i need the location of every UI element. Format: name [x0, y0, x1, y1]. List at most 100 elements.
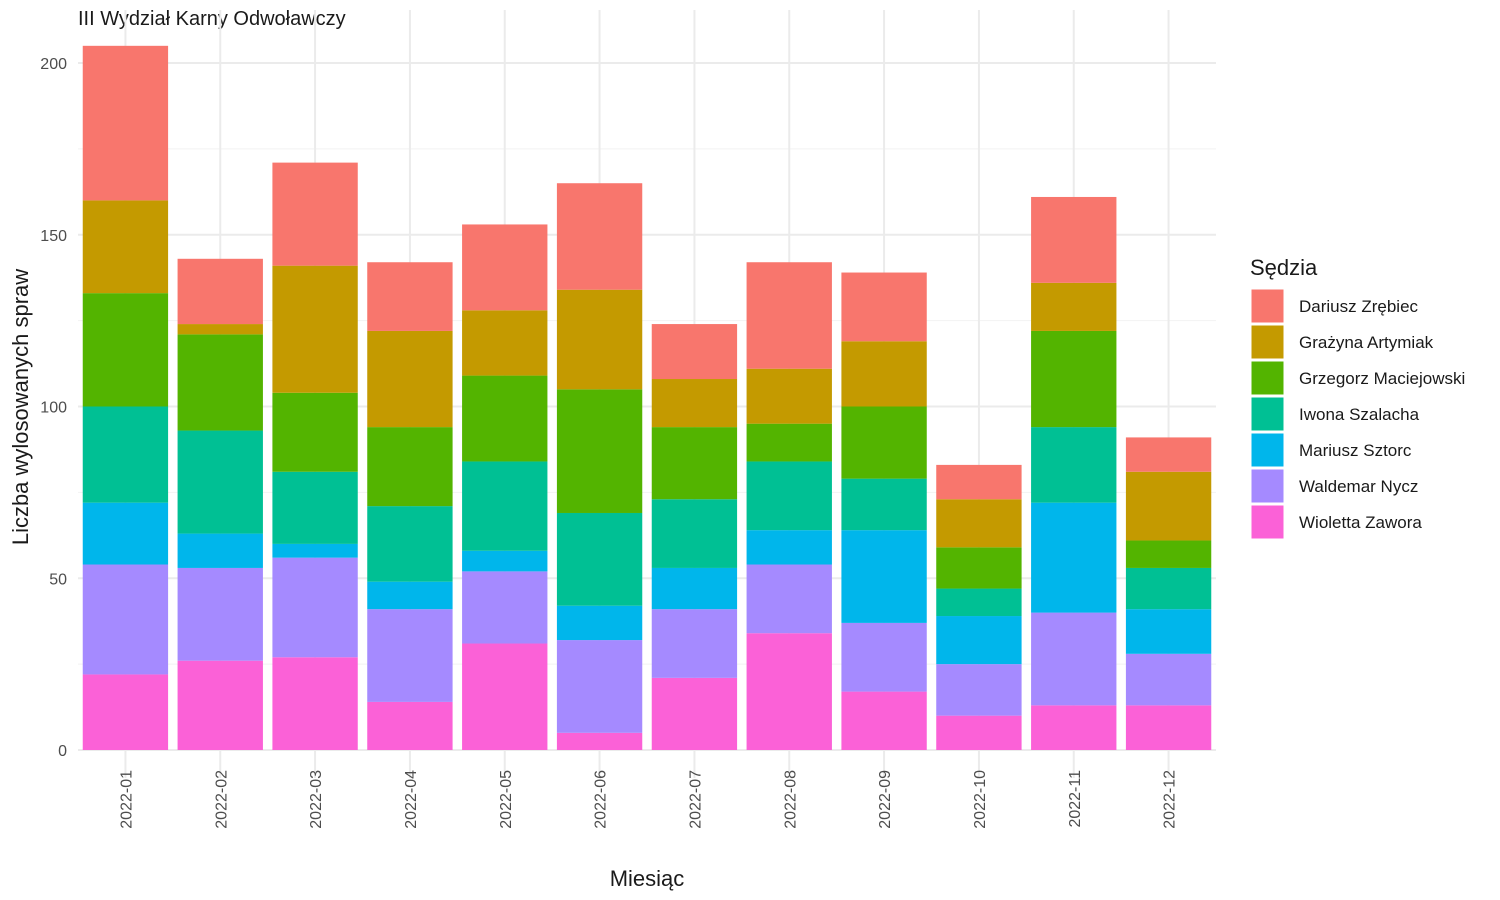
- bar-segment: [841, 622, 927, 692]
- y-tick-label: 150: [40, 228, 67, 245]
- legend-key: [1250, 288, 1285, 324]
- legend-key: [1250, 360, 1285, 396]
- x-tick-label: 2022-05: [498, 770, 515, 829]
- bar-segment: [367, 427, 453, 507]
- bar-segment: [272, 265, 358, 393]
- bar-segment: [1125, 705, 1212, 750]
- bar-segment: [651, 499, 738, 568]
- bar-segment: [177, 258, 263, 325]
- bar-segment: [82, 200, 169, 294]
- bar-segment: [556, 183, 643, 290]
- bar-segment: [462, 310, 548, 376]
- bar-segment: [272, 543, 358, 558]
- bar-segment: [1031, 330, 1117, 428]
- bar-segment: [367, 330, 453, 428]
- bar-segment: [651, 567, 738, 610]
- bar-segment: [1031, 612, 1117, 706]
- x-tick-label: 2022-03: [308, 770, 325, 829]
- legend-label: Grzegorz Maciejowski: [1299, 369, 1465, 388]
- bar-segment: [841, 691, 927, 750]
- legend: Sędzia Dariusz Zrębiec Grażyna Artymiak Gr…: [1250, 255, 1465, 540]
- bar-segment: [556, 605, 643, 641]
- bar-segment: [367, 701, 453, 750]
- bar-segment: [177, 324, 263, 335]
- y-tick-label: 0: [58, 743, 67, 760]
- legend-label: Mariusz Sztorc: [1299, 441, 1412, 460]
- x-tick-label: 2022-12: [1162, 770, 1179, 829]
- bar-segment: [936, 616, 1022, 665]
- bar-segment: [936, 464, 1022, 500]
- y-tick-label: 200: [40, 56, 67, 73]
- bar-segment: [367, 581, 453, 610]
- bar-segment: [1031, 196, 1117, 283]
- bar-segment: [462, 643, 548, 750]
- bar-segment: [462, 461, 548, 551]
- bar-segment: [82, 674, 169, 750]
- bar-segment: [556, 732, 643, 750]
- bar-segment: [462, 550, 548, 572]
- bar-segment: [272, 162, 358, 266]
- bar-segment: [1031, 427, 1117, 503]
- x-tick-label: 2022-02: [213, 770, 230, 829]
- bar-segment: [746, 262, 832, 369]
- x-axis-title: Miesiąc: [610, 866, 685, 891]
- bar-segment: [556, 389, 643, 513]
- legend-label: Dariusz Zrębiec: [1299, 297, 1419, 316]
- x-tick-label: 2022-06: [593, 770, 610, 829]
- bar-segment: [651, 609, 738, 678]
- x-tick-label: 2022-08: [782, 770, 799, 829]
- bar-segment: [177, 660, 263, 750]
- legend-key: [1250, 432, 1285, 468]
- y-axis-title: Liczba wylosowanych spraw: [8, 269, 33, 545]
- bar-segment: [556, 289, 643, 390]
- bar-segment: [746, 423, 832, 462]
- bar-segment: [746, 564, 832, 634]
- bar-segment: [746, 368, 832, 424]
- bar-segment: [841, 478, 927, 531]
- bar-segment: [1125, 653, 1212, 706]
- legend-key: [1250, 324, 1285, 360]
- bar-segment: [556, 640, 643, 733]
- x-axis-ticks: 2022-01 2022-02 2022-03 2022-04 2022-05 2022-…: [118, 770, 1178, 829]
- bar-segment: [272, 471, 358, 544]
- y-tick-label: 50: [49, 571, 67, 588]
- bar-segment: [367, 609, 453, 702]
- bar-segment: [177, 334, 263, 431]
- bar-segment: [746, 461, 832, 531]
- bar-segment: [841, 530, 927, 623]
- bar-segment: [272, 557, 358, 658]
- bar-segment: [841, 272, 927, 342]
- bar-segment: [651, 677, 738, 750]
- bar-segment: [462, 571, 548, 644]
- bar-segment: [1031, 705, 1117, 750]
- legend-key: [1250, 468, 1285, 504]
- bar-segment: [177, 567, 263, 661]
- legend-key: [1250, 396, 1285, 432]
- bar-segment: [1125, 609, 1212, 654]
- bar-segment: [82, 564, 169, 675]
- bar-segment: [936, 664, 1022, 716]
- bar-segment: [272, 392, 358, 472]
- bars: [82, 45, 1212, 750]
- bar-segment: [82, 293, 169, 407]
- x-tick-label: 2022-10: [972, 770, 989, 829]
- bar-segment: [1031, 502, 1117, 613]
- bar-segment: [841, 406, 927, 479]
- bar-segment: [1125, 471, 1212, 541]
- chart-title: III Wydział Karny Odwoławczy: [78, 8, 346, 30]
- bar-segment: [177, 430, 263, 534]
- bar-segment: [82, 45, 169, 201]
- y-tick-label: 100: [40, 400, 67, 417]
- bar-segment: [1125, 437, 1212, 472]
- bar-segment: [556, 512, 643, 606]
- bar-segment: [936, 499, 1022, 548]
- bar-segment: [462, 224, 548, 311]
- legend-label: Wioletta Zawora: [1299, 513, 1422, 532]
- legend-title: Sędzia: [1250, 255, 1318, 280]
- bar-segment: [1125, 540, 1212, 568]
- bar-segment: [177, 533, 263, 568]
- bar-segment: [651, 427, 738, 500]
- x-tick-label: 2022-09: [877, 770, 894, 829]
- bar-segment: [841, 341, 927, 407]
